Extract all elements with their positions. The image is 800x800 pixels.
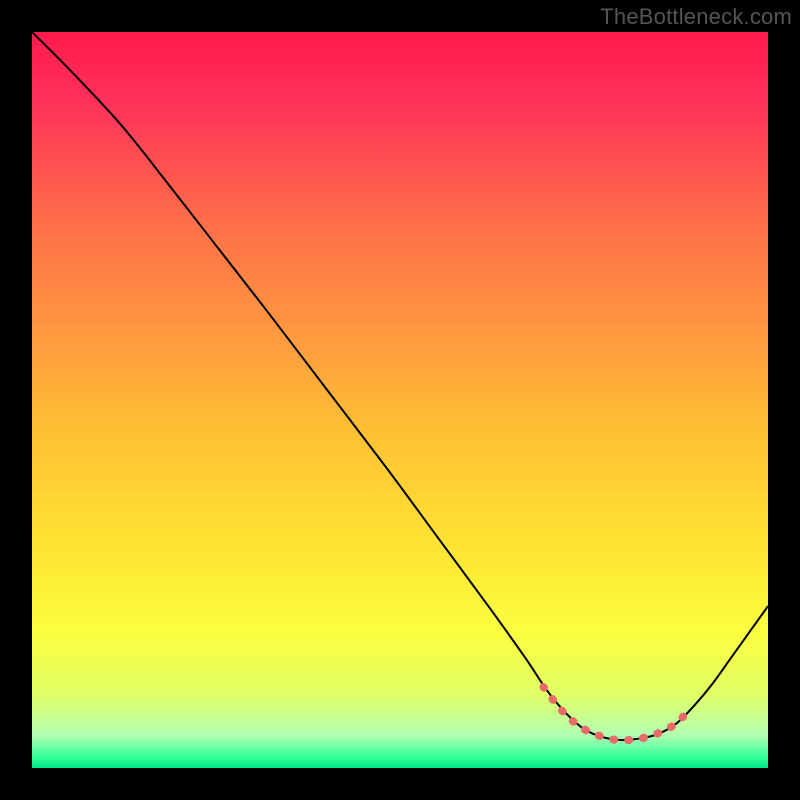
highlight-curve xyxy=(544,687,688,740)
chart-plot-area xyxy=(32,32,768,768)
chart-svg xyxy=(32,32,768,768)
watermark-text: TheBottleneck.com xyxy=(600,4,792,30)
main-curve xyxy=(32,32,768,740)
chart-canvas: TheBottleneck.com xyxy=(0,0,800,800)
